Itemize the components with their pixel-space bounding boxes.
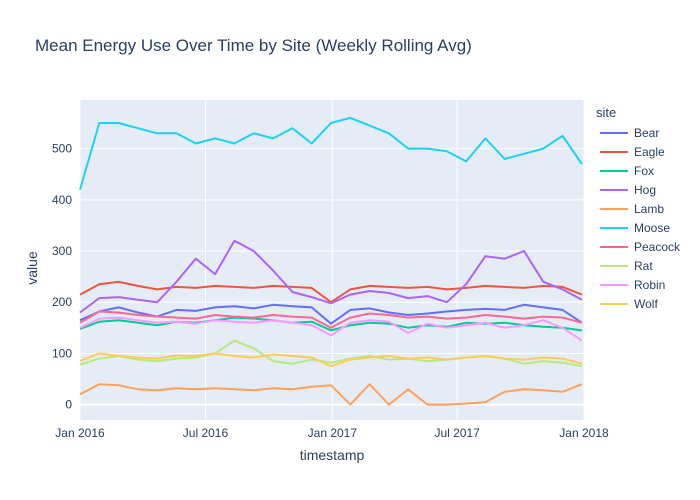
series-line-fox xyxy=(79,316,583,332)
y-tick-label: 100 xyxy=(52,346,72,360)
x-axis-label: timestamp xyxy=(300,447,365,463)
legend-label-rat: Rat xyxy=(634,259,653,273)
y-axis-label: value xyxy=(24,251,40,285)
series-line-hog xyxy=(79,239,583,314)
legend-label-robin: Robin xyxy=(634,278,665,292)
legend-label-fox: Fox xyxy=(634,164,654,178)
y-tick-label: 400 xyxy=(52,193,72,207)
series-line-lamb xyxy=(79,383,583,406)
y-tick-label: 500 xyxy=(52,142,72,156)
legend-label-moose: Moose xyxy=(634,221,670,235)
x-tick-label: Jan 2018 xyxy=(559,426,609,440)
legend-label-eagle: Eagle xyxy=(634,145,665,159)
x-tick-label: Jan 2016 xyxy=(55,426,105,440)
series-line-eagle xyxy=(79,280,583,304)
y-tick-label: 300 xyxy=(52,244,72,258)
y-tick-label: 0 xyxy=(65,398,72,412)
series-line-robin xyxy=(79,316,583,342)
series-line-wolf xyxy=(79,352,583,368)
series-layer xyxy=(79,116,583,406)
series-line-bear xyxy=(79,303,583,325)
y-tick-label: 200 xyxy=(52,295,72,309)
legend-title: site xyxy=(596,105,616,120)
x-tick-label: Jul 2017 xyxy=(434,426,480,440)
x-tick-label: Jul 2016 xyxy=(183,426,229,440)
legend-label-hog: Hog xyxy=(634,183,656,197)
tick-layer: 0 100 200 300 400 500 Jan 2016 Jul 2016 Jan 2017… xyxy=(52,142,609,440)
series-line-moose xyxy=(79,116,583,190)
legend-label-wolf: Wolf xyxy=(634,297,658,311)
legend-label-bear: Bear xyxy=(634,126,659,140)
legend-label-peacock: Peacock xyxy=(634,240,681,254)
x-tick-label: Jan 2017 xyxy=(308,426,358,440)
chart-title: Mean Energy Use Over Time by Site (Weekl… xyxy=(35,36,472,55)
legend: site Bear Eagle Fox Hog Lamb Moose Peacock Rat R… xyxy=(596,105,681,311)
legend-label-lamb: Lamb xyxy=(634,202,664,216)
series-line-peacock xyxy=(79,310,583,329)
